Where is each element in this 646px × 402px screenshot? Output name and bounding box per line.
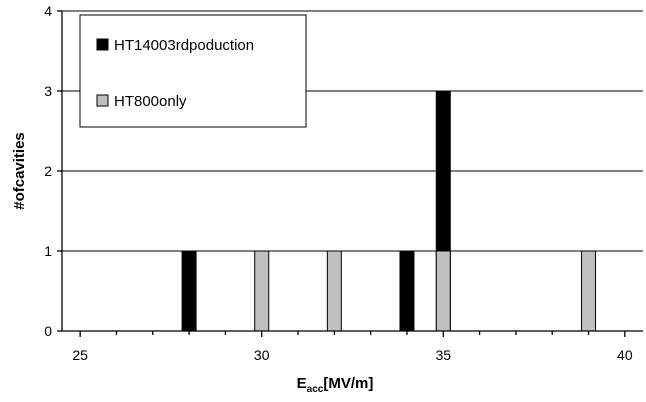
x-axis-title: Eacc[MV/m] [297, 375, 374, 395]
bar-series-0-x-28 [181, 250, 197, 332]
legend-swatch-ht800 [96, 94, 109, 107]
y-tick-label-0: 0 [44, 323, 52, 339]
x-ticks: 25 30 35 40 [72, 331, 633, 363]
bar-series-1-x-35 [435, 250, 451, 332]
y-axis-title: #ofcavities [11, 132, 28, 210]
y-tick-label-1: 1 [44, 243, 52, 259]
x-axis-title-main: E [297, 375, 307, 392]
x-tick-label-30: 30 [254, 347, 270, 363]
bar-series-0-x-34 [399, 250, 415, 332]
legend-label-ht1400: HT14003rdpoduction [114, 37, 254, 54]
y-tick-label-2: 2 [44, 163, 52, 179]
legend-label-ht800: HT800only [114, 93, 187, 110]
y-ticks: 0 1 2 3 4 [44, 3, 62, 339]
bar-series-1-x-32 [326, 250, 342, 332]
bars [181, 90, 597, 332]
x-tick-label-25: 25 [72, 347, 88, 363]
bar-series-1-x-30 [254, 250, 270, 332]
bar-series-1-x-39 [581, 250, 597, 332]
x-axis-title-units: [MV/m] [323, 375, 373, 392]
legend-box [79, 14, 307, 128]
legend-swatch-ht1400 [96, 38, 109, 51]
legend: HT14003rdpoduction HT800only [79, 14, 307, 128]
y-tick-label-4: 4 [44, 3, 52, 19]
x-tick-label-40: 40 [617, 347, 633, 363]
y-tick-label-3: 3 [44, 83, 52, 99]
x-axis-title-subscript: acc [307, 384, 324, 395]
x-tick-label-35: 35 [435, 347, 451, 363]
